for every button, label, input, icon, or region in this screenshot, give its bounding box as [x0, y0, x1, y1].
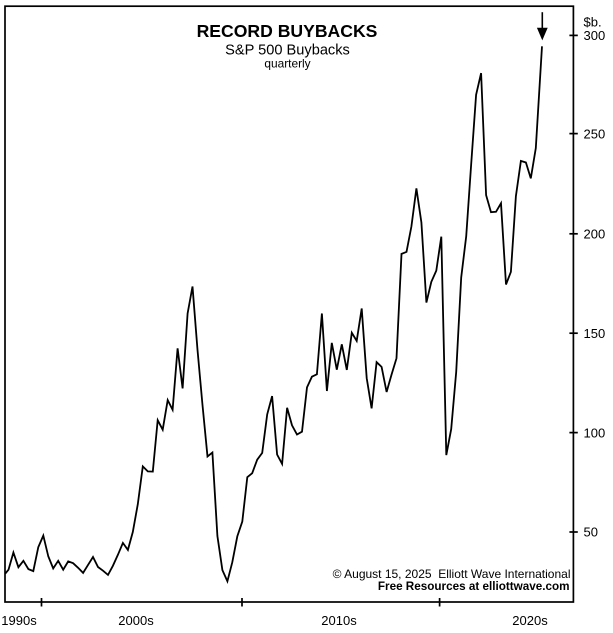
svg-text:© August 15, 2025 Elliott Wav: © August 15, 2025 Elliott Wave Internati… [333, 567, 571, 581]
svg-text:300: 300 [584, 28, 606, 43]
svg-text:Free Resources at elliottwave.: Free Resources at elliottwave.com [378, 580, 570, 593]
svg-text:quarterly: quarterly [264, 57, 310, 71]
svg-text:2000s: 2000s [118, 613, 154, 628]
svg-text:250: 250 [584, 126, 606, 141]
svg-text:RECORD BUYBACKS: RECORD BUYBACKS [197, 21, 378, 41]
svg-text:2010s: 2010s [321, 613, 357, 628]
svg-text:50: 50 [584, 525, 598, 540]
svg-text:$b.: $b. [584, 15, 602, 30]
svg-text:200: 200 [584, 227, 606, 242]
svg-text:150: 150 [584, 326, 606, 341]
svg-text:1990s: 1990s [1, 613, 37, 628]
svg-text:100: 100 [584, 425, 606, 440]
svg-text:S&P 500 Buybacks: S&P 500 Buybacks [225, 42, 350, 58]
svg-text:2020s: 2020s [512, 613, 548, 628]
